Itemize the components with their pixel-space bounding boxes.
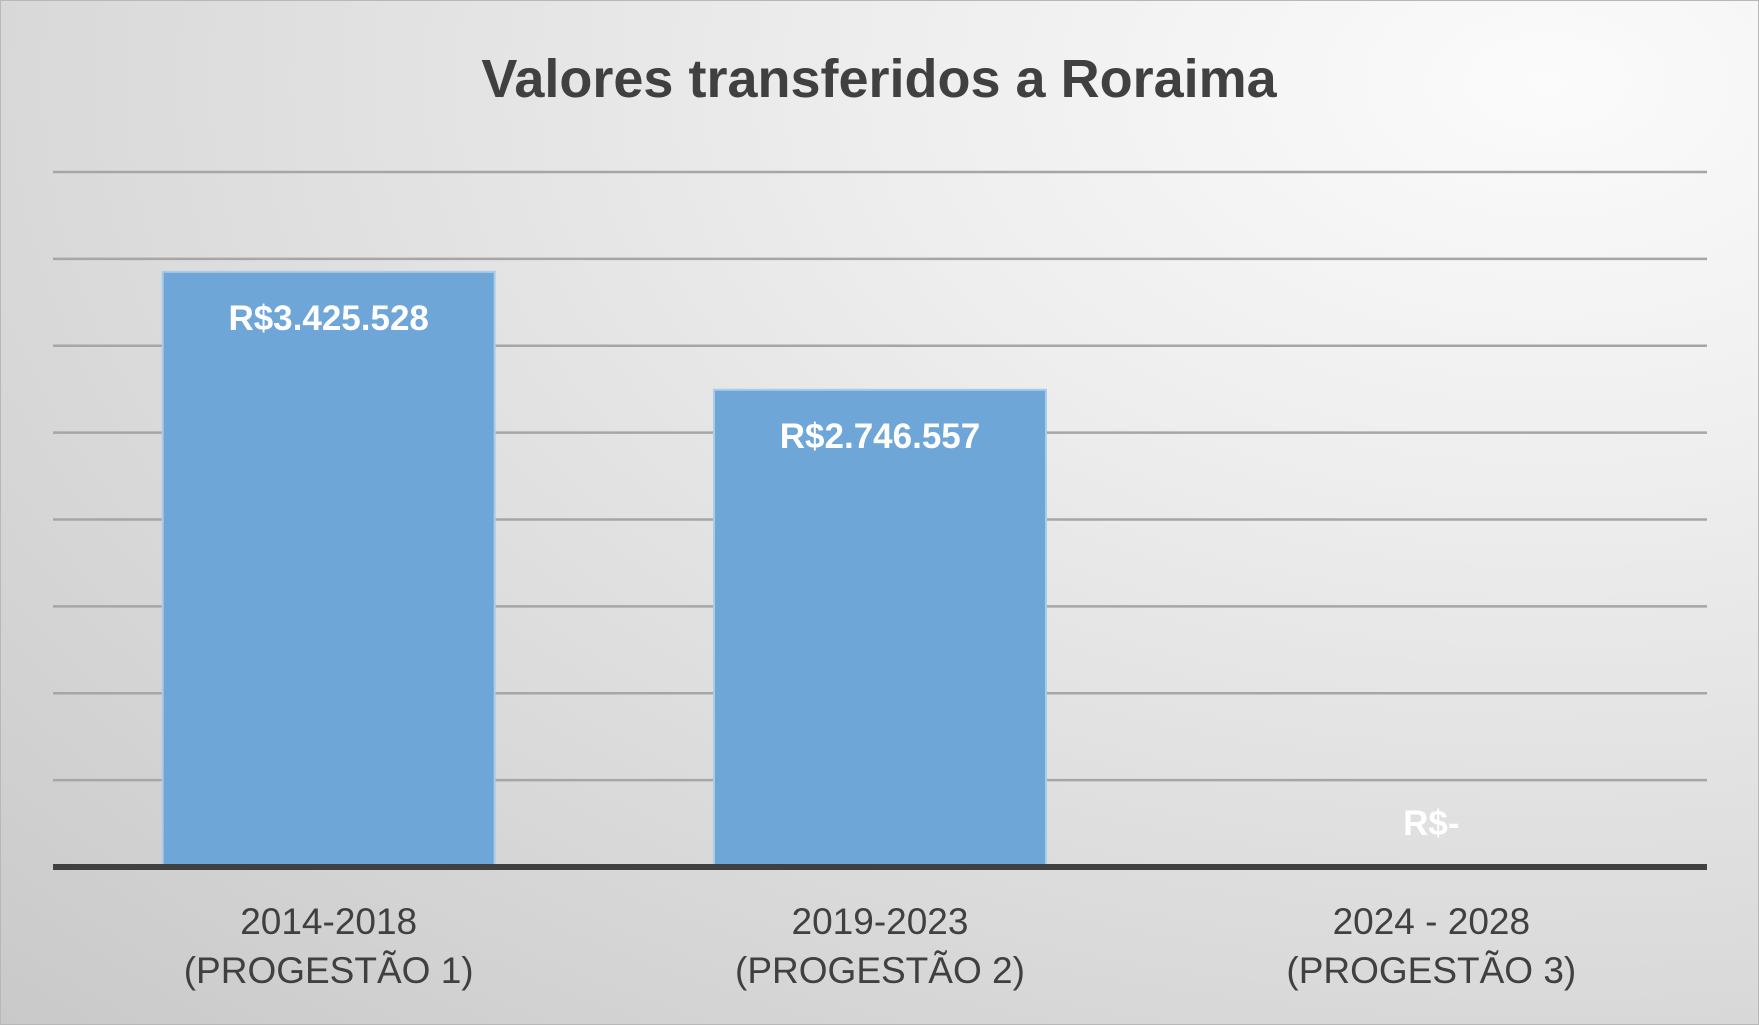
category-tick-label-line: 2014-2018 xyxy=(240,901,417,942)
category-tick-label: 2019-2023 (PROGESTÃO 2) xyxy=(735,901,1025,991)
data-label: R$2.746.557 xyxy=(780,417,980,456)
data-labels: R$3.425.528 R$2.746.557 R$- xyxy=(228,299,1459,843)
category-tick-labels: 2014-2018 (PROGESTÃO 1) 2019-2023 (PROGESTÃ… xyxy=(184,901,1577,991)
chart-title: Valores transferidos a Roraima xyxy=(481,49,1277,109)
category-tick-label: 2024 - 2028 (PROGESTÃO 3) xyxy=(1286,901,1576,991)
data-label: R$- xyxy=(1403,804,1459,843)
category-tick-label: 2014-2018 (PROGESTÃO 1) xyxy=(184,901,474,991)
category-tick-label-line: (PROGESTÃO 3) xyxy=(1286,950,1576,991)
category-tick-label-line: 2019-2023 xyxy=(792,901,969,942)
bar xyxy=(713,388,1047,868)
data-label: R$3.425.528 xyxy=(228,299,428,338)
category-tick-label-line: (PROGESTÃO 2) xyxy=(735,950,1025,991)
bars xyxy=(161,270,1047,868)
category-tick-label-line: 2024 - 2028 xyxy=(1333,901,1531,942)
category-tick-label-line: (PROGESTÃO 1) xyxy=(184,950,474,991)
bar xyxy=(161,270,496,868)
